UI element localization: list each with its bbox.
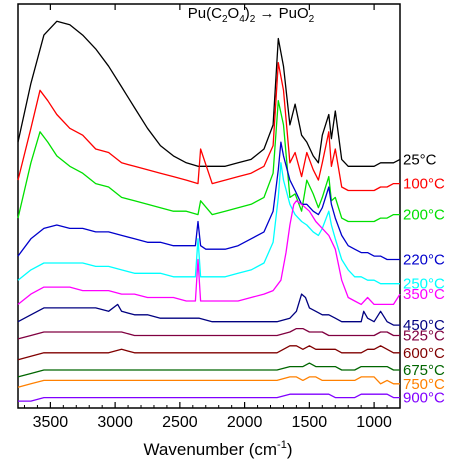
series-line-4 xyxy=(17,162,400,285)
x-tick-label: 2000 xyxy=(227,414,263,431)
series-line-8 xyxy=(17,345,400,361)
series-label: 250°C xyxy=(403,276,445,293)
series-label: 100°C xyxy=(403,176,445,193)
x-tick-label: 1000 xyxy=(356,414,392,431)
series-line-7 xyxy=(17,327,400,340)
x-axis: 3500 3000 2500 2000 1500 1000 xyxy=(23,4,401,431)
series-label: 600°C xyxy=(403,345,445,362)
x-axis-label: Wavenumber (cm-1) xyxy=(144,439,293,459)
series-label: 350°C xyxy=(403,286,445,303)
series-line-1 xyxy=(17,62,400,192)
series-line-3 xyxy=(17,141,400,261)
series-label: 200°C xyxy=(403,207,445,224)
series-layer xyxy=(17,20,401,402)
series-label: 25°C xyxy=(403,151,437,168)
chart-title: Pu(C2O4)2 → PuO2 xyxy=(188,5,315,25)
series-label: 675°C xyxy=(403,362,445,379)
series-line-10 xyxy=(17,376,400,388)
series-line-6 xyxy=(17,293,400,326)
series-line-0 xyxy=(17,20,401,167)
series-line-11 xyxy=(18,393,400,402)
x-tick-label: 2500 xyxy=(162,414,198,431)
series-line-5 xyxy=(17,200,401,306)
x-tick-label: 1500 xyxy=(292,414,328,431)
x-tick-label: 3500 xyxy=(33,414,69,431)
x-tick-label: 3000 xyxy=(97,414,133,431)
series-label: 450°C xyxy=(403,317,445,334)
series-line-2 xyxy=(17,100,400,223)
plot-border xyxy=(17,3,401,409)
curve-labels: 25°C100°C200°C220°C250°C350°C450°C525°C6… xyxy=(403,151,445,406)
plot-frame xyxy=(17,3,401,409)
series-line-9 xyxy=(17,362,400,378)
series-label: 525°C xyxy=(403,327,445,344)
series-label: 750°C xyxy=(403,376,445,393)
series-label: 900°C xyxy=(403,390,445,407)
series-label: 220°C xyxy=(403,252,445,269)
